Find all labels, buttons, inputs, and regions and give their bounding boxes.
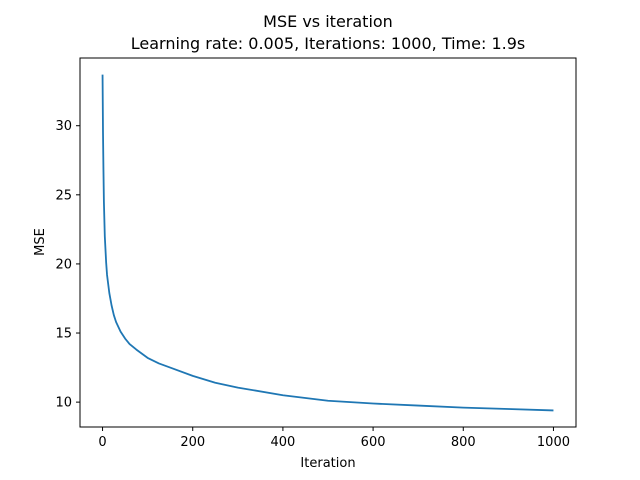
y-tick-label: 15 <box>55 327 72 342</box>
x-axis-label: Iteration <box>300 456 355 471</box>
series-line-0 <box>101 74 554 412</box>
x-tick-label: 0 <box>98 435 106 450</box>
x-tick-label: 600 <box>361 435 386 450</box>
chart-title: MSE vs iteration <box>263 12 393 31</box>
y-tick-label: 10 <box>55 396 72 411</box>
y-tick-label: 20 <box>55 257 72 272</box>
x-tick-label: 400 <box>270 435 295 450</box>
chart-subtitle: Learning rate: 0.005, Iterations: 1000, … <box>131 34 525 53</box>
x-axis: 0 200 400 600 800 1000 <box>98 427 570 450</box>
x-tick-label: 1000 <box>537 435 570 450</box>
x-tick-label: 200 <box>180 435 205 450</box>
y-axis-label: MSE <box>33 228 48 256</box>
plot-layer <box>101 74 554 412</box>
x-tick-label: 800 <box>451 435 476 450</box>
plot-frame <box>79 57 577 428</box>
y-axis: 10 15 20 25 30 <box>55 119 80 411</box>
y-tick-label: 30 <box>55 119 72 134</box>
y-tick-label: 25 <box>55 188 72 203</box>
